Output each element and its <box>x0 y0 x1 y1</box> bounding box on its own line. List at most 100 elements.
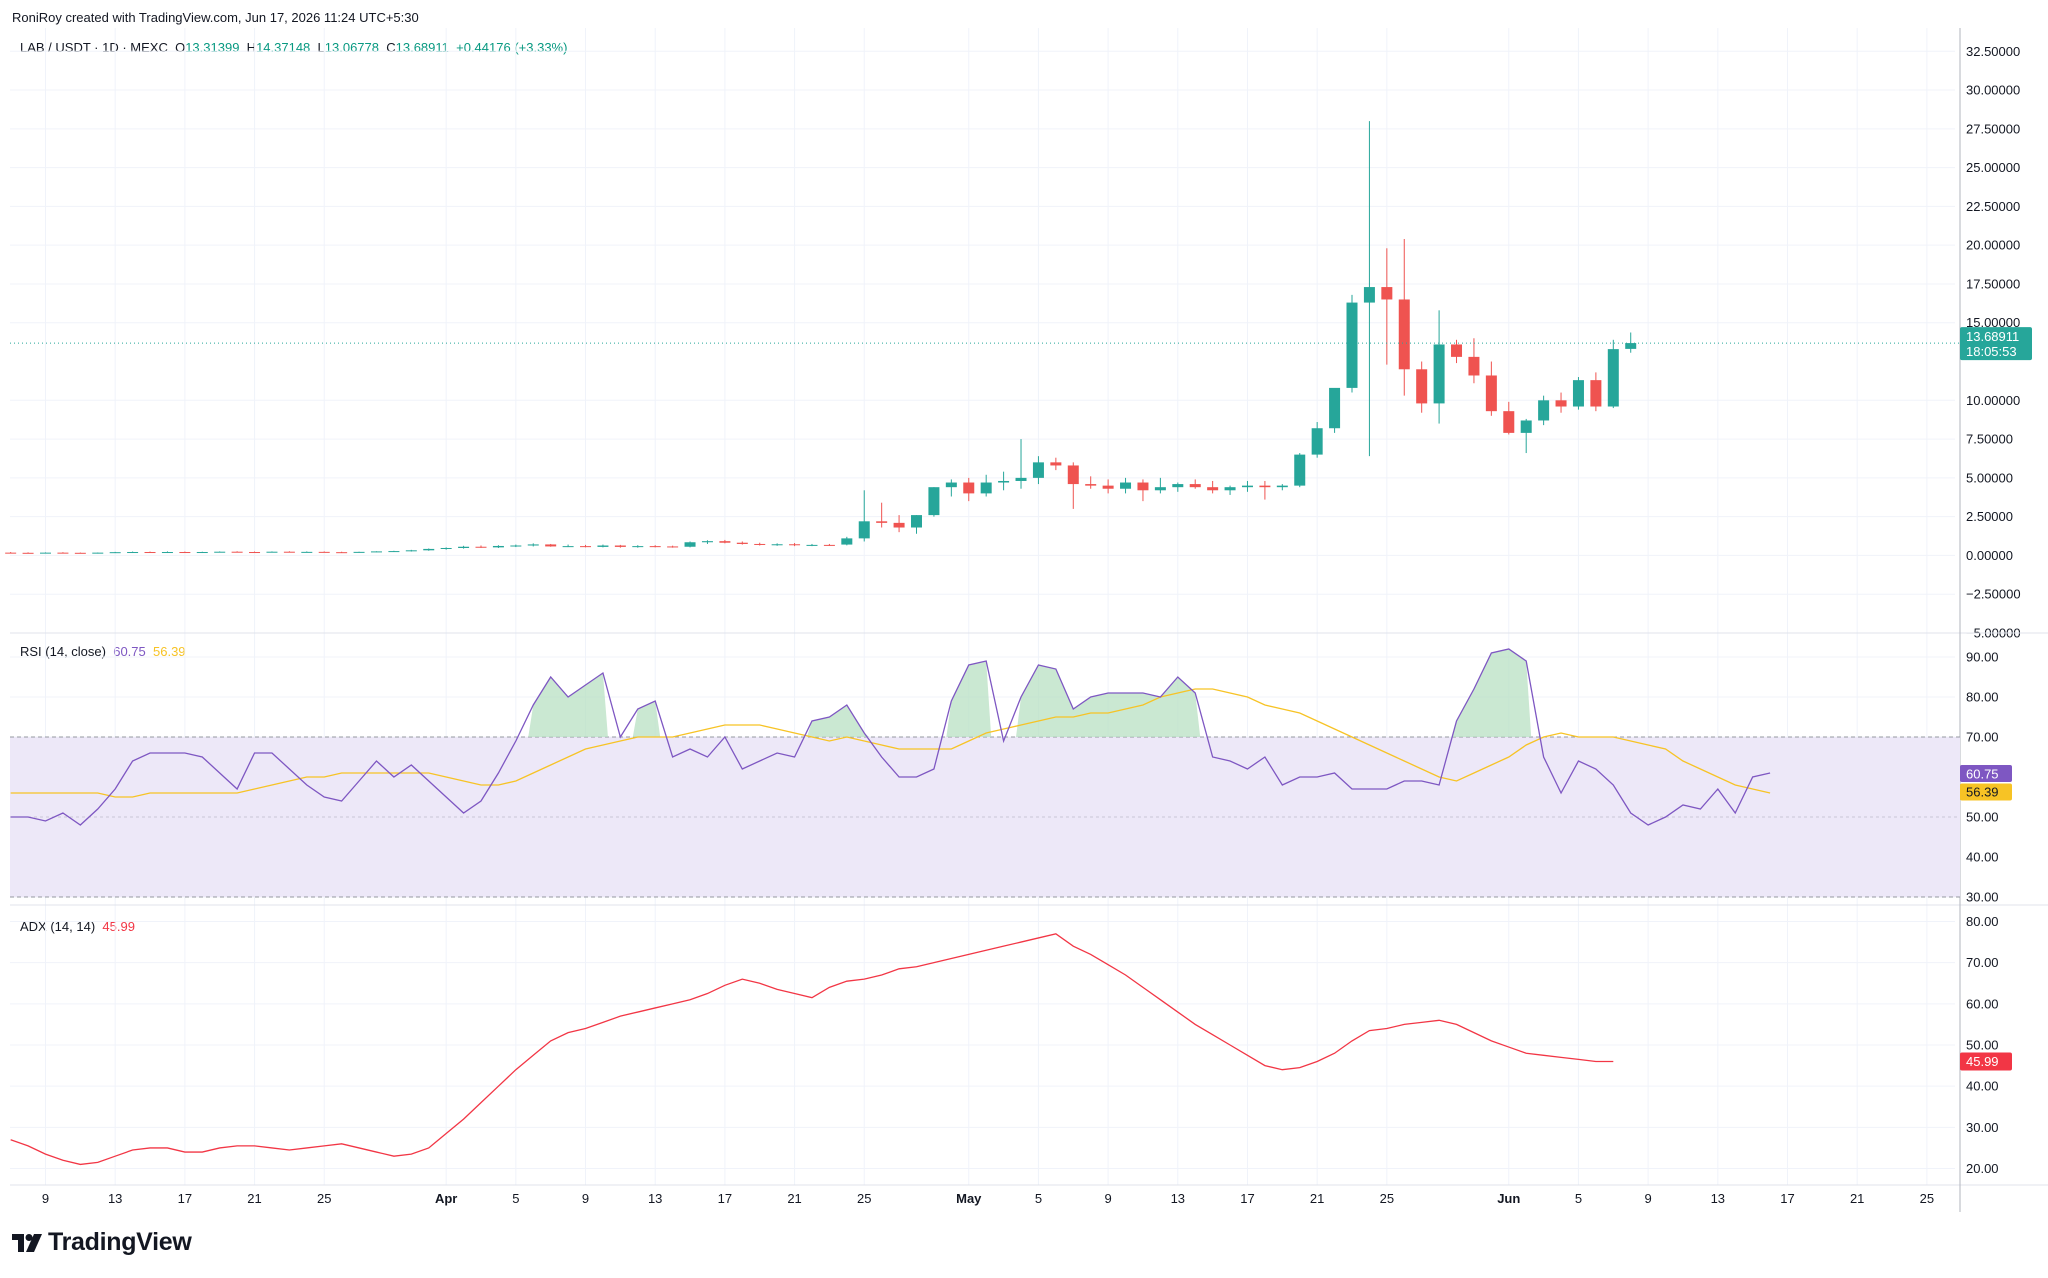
candle-body <box>1085 484 1097 486</box>
candle-body <box>40 552 51 554</box>
rsi-line <box>10 648 1771 826</box>
chart-canvas[interactable]: 32.50000 30.00000 27.50000 25.00000 22.50000… <box>0 0 2048 1225</box>
candle-body <box>736 542 748 544</box>
candle-body <box>1520 420 1532 433</box>
x-tick-label: May <box>956 1191 982 1206</box>
candle-body <box>545 544 557 547</box>
rsi-ma-legend-value: 56.39 <box>153 644 186 659</box>
price-y-tick-label: 27.50000 <box>1966 121 2020 136</box>
price-y-tick-label: 15.00000 <box>1966 315 2020 330</box>
x-tick-label: 21 <box>1850 1191 1864 1206</box>
price-y-tick-label: 10.00000 <box>1966 393 2020 408</box>
candle-body <box>22 552 34 554</box>
x-tick-label: 21 <box>787 1191 801 1206</box>
x-tick-label: 25 <box>1380 1191 1394 1206</box>
price-y-tick-label: 32.50000 <box>1966 44 2020 59</box>
candle-body <box>649 546 661 548</box>
candle-body <box>1329 387 1341 429</box>
candle-body <box>1276 485 1288 488</box>
candle-body <box>161 552 173 554</box>
candle-body <box>527 544 539 546</box>
candle-body <box>1416 369 1428 404</box>
candle-body <box>1468 356 1480 376</box>
adx-y-tick-label: 40.00 <box>1966 1079 1999 1094</box>
x-tick-label: 21 <box>1310 1191 1324 1206</box>
high-label: H <box>246 40 257 55</box>
x-tick-label: Apr <box>435 1191 457 1206</box>
candle-body <box>1590 380 1602 407</box>
adx-legend-label[interactable]: ADX (14, 14) <box>20 919 96 934</box>
candle-body <box>510 545 522 547</box>
candle-body <box>1032 462 1044 478</box>
x-tick-label: 5 <box>1035 1191 1042 1206</box>
candle-body <box>1137 482 1149 491</box>
candle-body <box>109 552 121 554</box>
candle-body <box>370 551 382 553</box>
adx-y-tick-label: 30.00 <box>1966 1120 1999 1135</box>
x-tick-label: Jun <box>1497 1191 1520 1206</box>
candle-body <box>998 480 1010 483</box>
low-label: L <box>317 40 325 55</box>
last-price-label: 13.68911 <box>1966 329 2019 344</box>
price-y-tick-label: 5.00000 <box>1966 470 2013 485</box>
price-y-tick-label: 25.00000 <box>1966 160 2020 175</box>
candle-body <box>127 552 139 554</box>
price-y-tick-label: 22.50000 <box>1966 199 2020 214</box>
tradingview-logo-icon <box>12 1233 42 1252</box>
candle-body <box>963 482 975 494</box>
candle-body <box>684 542 696 547</box>
candle-body <box>580 546 592 548</box>
candle-body <box>336 552 348 554</box>
candle-body <box>1555 400 1567 407</box>
rsi-y-tick-label: 90.00 <box>1966 650 1999 665</box>
candle-body <box>440 547 452 549</box>
candle-body <box>405 550 417 552</box>
candle-body <box>893 522 905 528</box>
candle-body <box>1102 485 1114 489</box>
tradingview-logo[interactable]: TradingView <box>12 1228 192 1257</box>
candle-body <box>1381 287 1393 300</box>
price-y-tick-label: 20.00000 <box>1966 238 2020 253</box>
candle-body <box>806 544 818 546</box>
candle-body <box>1485 375 1497 412</box>
x-tick-label: 9 <box>582 1191 589 1206</box>
candle-body <box>945 482 957 488</box>
candle-body <box>771 544 783 546</box>
price-y-tick-label: 2.50000 <box>1966 509 2013 524</box>
candle-body <box>1207 487 1219 491</box>
candle-body <box>1120 482 1132 489</box>
x-tick-label: 5 <box>1575 1191 1582 1206</box>
x-tick-label: 25 <box>857 1191 871 1206</box>
candle-body <box>5 552 17 554</box>
rsi-legend-label[interactable]: RSI (14, close) <box>20 644 106 659</box>
candle-body <box>423 548 435 551</box>
candle-body <box>1346 302 1358 388</box>
rsi-overbought-fill <box>1451 649 1532 737</box>
candle-body <box>1503 411 1515 433</box>
candle-body <box>597 545 609 547</box>
adx-y-tick-label: 20.00 <box>1966 1161 1999 1176</box>
close-label: C <box>386 40 396 55</box>
candle-body <box>1224 487 1236 491</box>
candle-body <box>283 551 295 553</box>
rsi-y-tick-label: 70.00 <box>1966 730 1999 745</box>
adx-value-badge <box>1960 1052 2012 1071</box>
x-tick-label: 17 <box>1780 1191 1794 1206</box>
candle-body <box>1189 484 1201 488</box>
last-price-badge <box>1960 327 2032 361</box>
candle-body <box>475 546 487 548</box>
candle-body <box>1398 299 1410 370</box>
candle-body <box>719 541 731 543</box>
rsi-value-label: 60.75 <box>1966 767 1999 782</box>
adx-legend: ADX (14, 14) 45.99 <box>20 919 135 934</box>
rsi-y-tick-label: 40.00 <box>1966 850 1999 865</box>
rsi-ma-value-label: 56.39 <box>1966 784 1999 799</box>
rsi-overbought-fill <box>806 705 870 737</box>
candle-body <box>388 551 400 553</box>
x-tick-label: 5 <box>512 1191 519 1206</box>
candle-body <box>1294 454 1306 486</box>
x-tick-label: 9 <box>1105 1191 1112 1206</box>
adx-y-tick-label: 80.00 <box>1966 914 1999 929</box>
candle-body <box>980 482 992 494</box>
rsi-overbought-fill <box>528 673 608 737</box>
